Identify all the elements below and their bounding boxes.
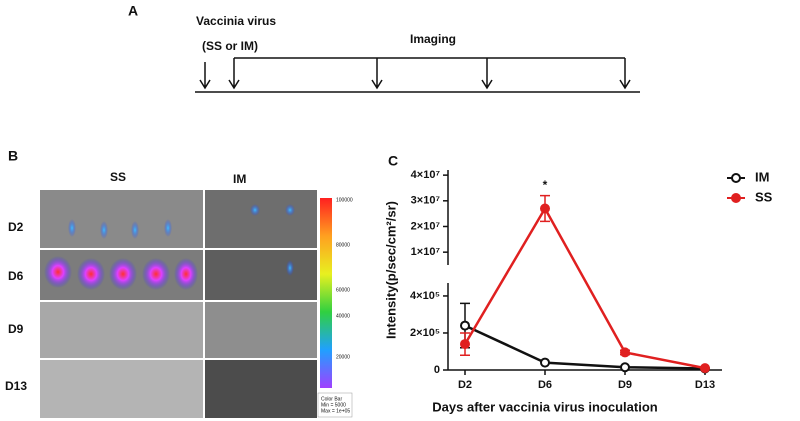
- data-point: [540, 203, 550, 214]
- panel-b: B SS IM D2 D6 D9 D13 100000 80000: [5, 148, 353, 418]
- data-point: [620, 347, 630, 358]
- route-label: (SS or IM): [202, 39, 258, 53]
- series-line: [464, 324, 706, 370]
- panel-label: A: [128, 3, 138, 19]
- column-label: SS: [110, 170, 126, 184]
- legend-label: SS: [755, 189, 773, 204]
- panel-label: C: [388, 153, 398, 169]
- x-tick-label: D6: [538, 379, 552, 391]
- data-point: [460, 320, 470, 331]
- y-tick-label: 1×10⁷: [411, 246, 441, 258]
- colorbar-tick: 80000: [336, 242, 350, 248]
- panel-label: B: [8, 148, 18, 164]
- imaging-label: Imaging: [410, 32, 456, 46]
- annotation: *: [543, 178, 548, 192]
- legend-marker: [731, 193, 741, 203]
- row-label: D13: [5, 379, 27, 393]
- colorbar-tick: 40000: [336, 313, 350, 319]
- x-axis-label: Days after vaccinia virus inoculation: [432, 399, 657, 414]
- data-point: [460, 339, 470, 350]
- legend-marker: [731, 173, 741, 183]
- colorbar-tick: 100000: [336, 197, 353, 203]
- chart: 0 2×10⁵ 4×10⁵ 1×10⁷ 2×10⁷ 3×10⁷ 4×10⁷ D2 D6 D9 D13…: [410, 169, 773, 391]
- y-tick-label: 4×10⁷: [411, 169, 441, 181]
- panel-a: A Vaccinia virus (SS or IM) Imaging: [128, 3, 640, 93]
- series-line: [463, 205, 706, 370]
- x-tick-label: D13: [695, 379, 715, 391]
- y-tick-label: 3×10⁷: [411, 195, 441, 207]
- timeline: [195, 57, 640, 93]
- colorbar-tick: 60000: [336, 287, 350, 293]
- colorbar-legend-box: [317, 392, 353, 418]
- colorbar-tick: 20000: [336, 354, 350, 360]
- legend-label: IM: [755, 169, 769, 184]
- y-tick-label: 2×10⁷: [411, 220, 441, 232]
- data-point: [700, 363, 710, 374]
- agent-label: Vaccinia virus: [196, 14, 276, 28]
- colorbar: [320, 198, 332, 388]
- row-label: D2: [8, 220, 24, 234]
- y-tick-label: 4×10⁵: [410, 290, 440, 302]
- row-label: D6: [8, 269, 24, 283]
- colorbar-legend: Min = 5000: [321, 402, 346, 408]
- x-tick-label: D2: [458, 379, 472, 391]
- column-label: IM: [233, 172, 246, 186]
- image-grid: [40, 190, 317, 418]
- colorbar-legend: Color Bar: [321, 396, 342, 402]
- y-tick-label: 0: [434, 364, 440, 376]
- x-tick-label: D9: [618, 379, 632, 391]
- row-label: D9: [8, 322, 24, 336]
- colorbar-legend: Max = 1e+05: [321, 408, 350, 414]
- data-point: [540, 357, 550, 368]
- y-axis-label: Intensity(p/sec/cm²/sr): [383, 201, 398, 339]
- data-point: [620, 362, 630, 373]
- y-tick-label: 2×10⁵: [410, 327, 440, 339]
